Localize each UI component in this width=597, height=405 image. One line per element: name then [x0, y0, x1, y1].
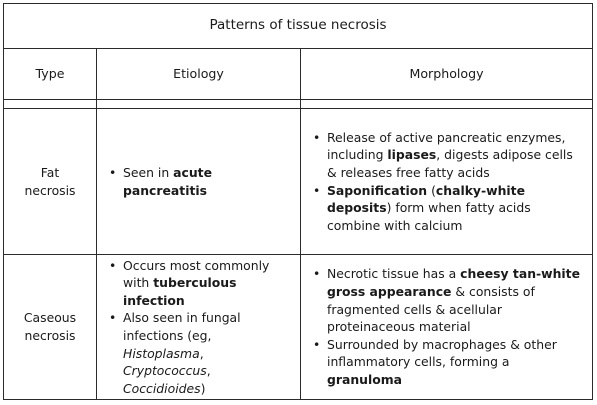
type-label-line2: necrosis [24, 182, 76, 198]
bullet-icon: • [313, 182, 321, 198]
list-item: • Also seen in fungal infections (eg, Hi… [109, 310, 241, 396]
list-item: • Seen in acute pancreatitis [109, 164, 212, 198]
bullet-icon: • [109, 310, 117, 326]
list-item: • Release of active pancreatic enzymes, … [313, 129, 573, 180]
type-cell: Fat necrosis [3, 108, 97, 255]
list-item: • Necrotic tissue has a cheesy tan-white… [313, 266, 581, 335]
header-row: Type Etiology Morphology [3, 48, 594, 100]
etiology-cell: • Seen in acute pancreatitis [96, 108, 301, 255]
column-header-type: Type [3, 48, 97, 100]
table-row-caseous-necrosis: Caseous necrosis • Occurs most commonly … [3, 254, 594, 400]
list-item: • Occurs most commonly with tuberculous … [109, 257, 270, 308]
table-title: Patterns of tissue necrosis [2, 3, 594, 49]
bullet-icon: • [313, 336, 321, 352]
list-item: • Surrounded by macrophages & other infl… [313, 336, 557, 388]
etiology-cell: • Occurs most commonly with tuberculous … [96, 254, 301, 400]
morphology-cell: • Necrotic tissue has a cheesy tan-white… [299, 254, 594, 400]
table-row-fat-necrosis: Fat necrosis • Seen in acute pancreatiti… [3, 108, 594, 255]
column-header-etiology: Etiology [96, 48, 301, 100]
bullet-icon: • [313, 129, 321, 145]
morphology-cell: • Release of active pancreatic enzymes, … [299, 108, 594, 255]
type-label-line1: Fat [40, 164, 60, 180]
header-separator [3, 99, 594, 109]
title-row: Patterns of tissue necrosis [2, 3, 594, 49]
type-cell: Caseous necrosis [3, 254, 97, 400]
type-label-line1: Caseous [23, 310, 77, 326]
type-label-line2: necrosis [24, 328, 76, 343]
list-item: • Saponification (chalky-white deposits)… [313, 182, 531, 233]
bullet-icon: • [313, 266, 321, 282]
column-header-morphology: Morphology [299, 48, 594, 100]
bullet-icon: • [109, 164, 117, 180]
bullet-icon: • [109, 257, 117, 273]
necrosis-table: Patterns of tissue necrosis Type Etiolog… [2, 3, 594, 400]
